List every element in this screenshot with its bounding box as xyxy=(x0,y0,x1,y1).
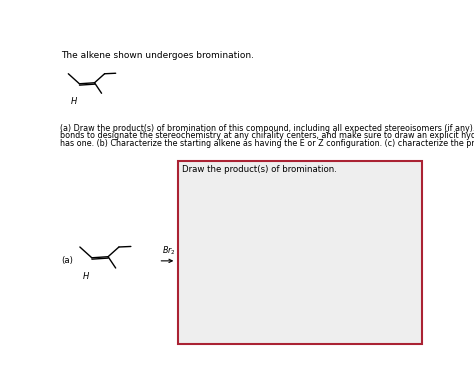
Text: has one. (b) Characterize the starting alkene as having the E or Z configuration: has one. (b) Characterize the starting a… xyxy=(60,139,474,148)
Text: (a) Draw the product(s) of bromination of this compound, including all expected : (a) Draw the product(s) of bromination o… xyxy=(60,124,474,133)
Text: The alkene shown undergoes bromination.: The alkene shown undergoes bromination. xyxy=(61,51,254,60)
Text: H: H xyxy=(71,97,77,106)
Text: H: H xyxy=(82,272,89,281)
Text: $Br_2$: $Br_2$ xyxy=(162,245,176,257)
Bar xyxy=(178,161,422,344)
Text: (a): (a) xyxy=(62,256,73,265)
Text: Draw the product(s) of bromination.: Draw the product(s) of bromination. xyxy=(182,165,337,174)
Text: bonds to designate the stereochemistry at any chirality centers, and make sure t: bonds to designate the stereochemistry a… xyxy=(60,131,474,140)
